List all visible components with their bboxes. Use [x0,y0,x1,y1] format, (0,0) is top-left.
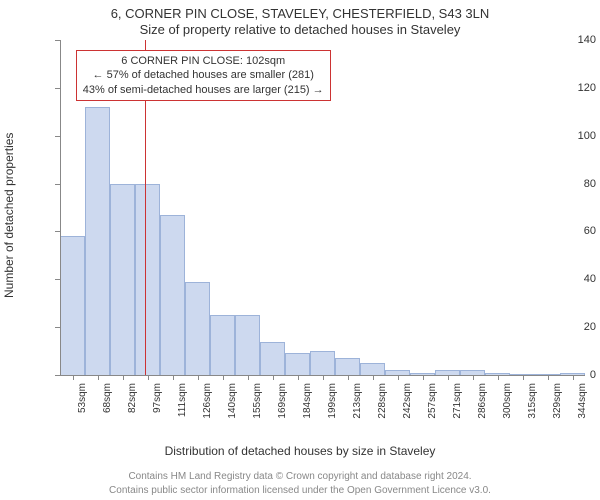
x-tick-mark [273,375,274,380]
histogram-bar [285,353,310,375]
x-tick-label: 155sqm [252,383,263,433]
x-tick-mark [573,375,574,380]
x-tick-label: 111sqm [177,383,188,433]
x-tick-mark [398,375,399,380]
y-tick-mark [55,327,60,328]
x-tick-label: 53sqm [77,383,88,433]
x-tick-mark [198,375,199,380]
x-tick-label: 300sqm [502,383,513,433]
x-tick-mark [173,375,174,380]
chart-title-line1: 6, CORNER PIN CLOSE, STAVELEY, CHESTERFI… [0,6,600,21]
footer-line2: Contains public sector information licen… [0,485,600,496]
x-tick-label: 97sqm [152,383,163,433]
x-tick-label: 199sqm [327,383,338,433]
x-tick-mark [423,375,424,380]
x-tick-mark [98,375,99,380]
histogram-bar [160,215,185,375]
y-tick-mark [55,136,60,137]
annotation-box: 6 CORNER PIN CLOSE: 102sqm← 57% of detac… [76,50,331,101]
histogram-bar [360,363,385,375]
histogram-bar [210,315,235,375]
x-tick-mark [548,375,549,380]
annotation-line2: ← 57% of detached houses are smaller (28… [83,68,324,82]
y-tick-label: 120 [546,82,596,94]
x-tick-mark [223,375,224,380]
x-tick-label: 213sqm [352,383,363,433]
x-tick-mark [348,375,349,380]
y-tick-label: 100 [546,130,596,142]
x-tick-mark [323,375,324,380]
histogram-bar [135,184,160,375]
y-tick-label: 60 [546,225,596,237]
chart-subtitle: Size of property relative to detached ho… [0,22,600,37]
x-tick-label: 329sqm [552,383,563,433]
x-tick-mark [523,375,524,380]
histogram-bar [260,342,285,376]
x-tick-mark [248,375,249,380]
x-tick-mark [298,375,299,380]
histogram-bar [110,184,135,375]
x-tick-label: 344sqm [577,383,588,433]
histogram-bar [85,107,110,375]
x-tick-mark [123,375,124,380]
x-tick-label: 126sqm [202,383,213,433]
histogram-bar [235,315,260,375]
y-tick-mark [55,279,60,280]
annotation-line1: 6 CORNER PIN CLOSE: 102sqm [83,54,324,68]
y-tick-label: 140 [546,34,596,46]
y-tick-label: 40 [546,273,596,285]
y-tick-mark [55,184,60,185]
x-axis-label: Distribution of detached houses by size … [0,444,600,458]
y-axis-line [60,40,61,375]
x-tick-label: 68sqm [102,383,113,433]
histogram-bar [310,351,335,375]
x-tick-mark [148,375,149,380]
x-tick-label: 286sqm [477,383,488,433]
y-tick-label: 80 [546,178,596,190]
x-tick-mark [448,375,449,380]
histogram-bar [60,236,85,375]
x-tick-label: 169sqm [277,383,288,433]
x-tick-label: 82sqm [127,383,138,433]
y-tick-mark [55,40,60,41]
x-tick-label: 271sqm [452,383,463,433]
x-tick-label: 140sqm [227,383,238,433]
x-tick-label: 315sqm [527,383,538,433]
y-tick-label: 0 [546,369,596,381]
y-tick-mark [55,88,60,89]
plot-area: 6 CORNER PIN CLOSE: 102sqm← 57% of detac… [60,40,585,375]
x-tick-label: 228sqm [377,383,388,433]
annotation-line3: 43% of semi-detached houses are larger (… [83,83,324,97]
y-tick-mark [55,375,60,376]
x-tick-mark [73,375,74,380]
footer-line1: Contains HM Land Registry data © Crown c… [0,471,600,482]
x-tick-label: 184sqm [302,383,313,433]
x-tick-label: 257sqm [427,383,438,433]
histogram-bar [335,358,360,375]
x-tick-mark [473,375,474,380]
chart-container: { "chart": { "type": "histogram", "title… [0,0,600,500]
histogram-bar [185,282,210,375]
x-tick-label: 242sqm [402,383,413,433]
x-tick-mark [498,375,499,380]
x-tick-mark [373,375,374,380]
y-tick-label: 20 [546,321,596,333]
y-axis-label: Number of detached properties [2,132,16,297]
y-tick-mark [55,231,60,232]
